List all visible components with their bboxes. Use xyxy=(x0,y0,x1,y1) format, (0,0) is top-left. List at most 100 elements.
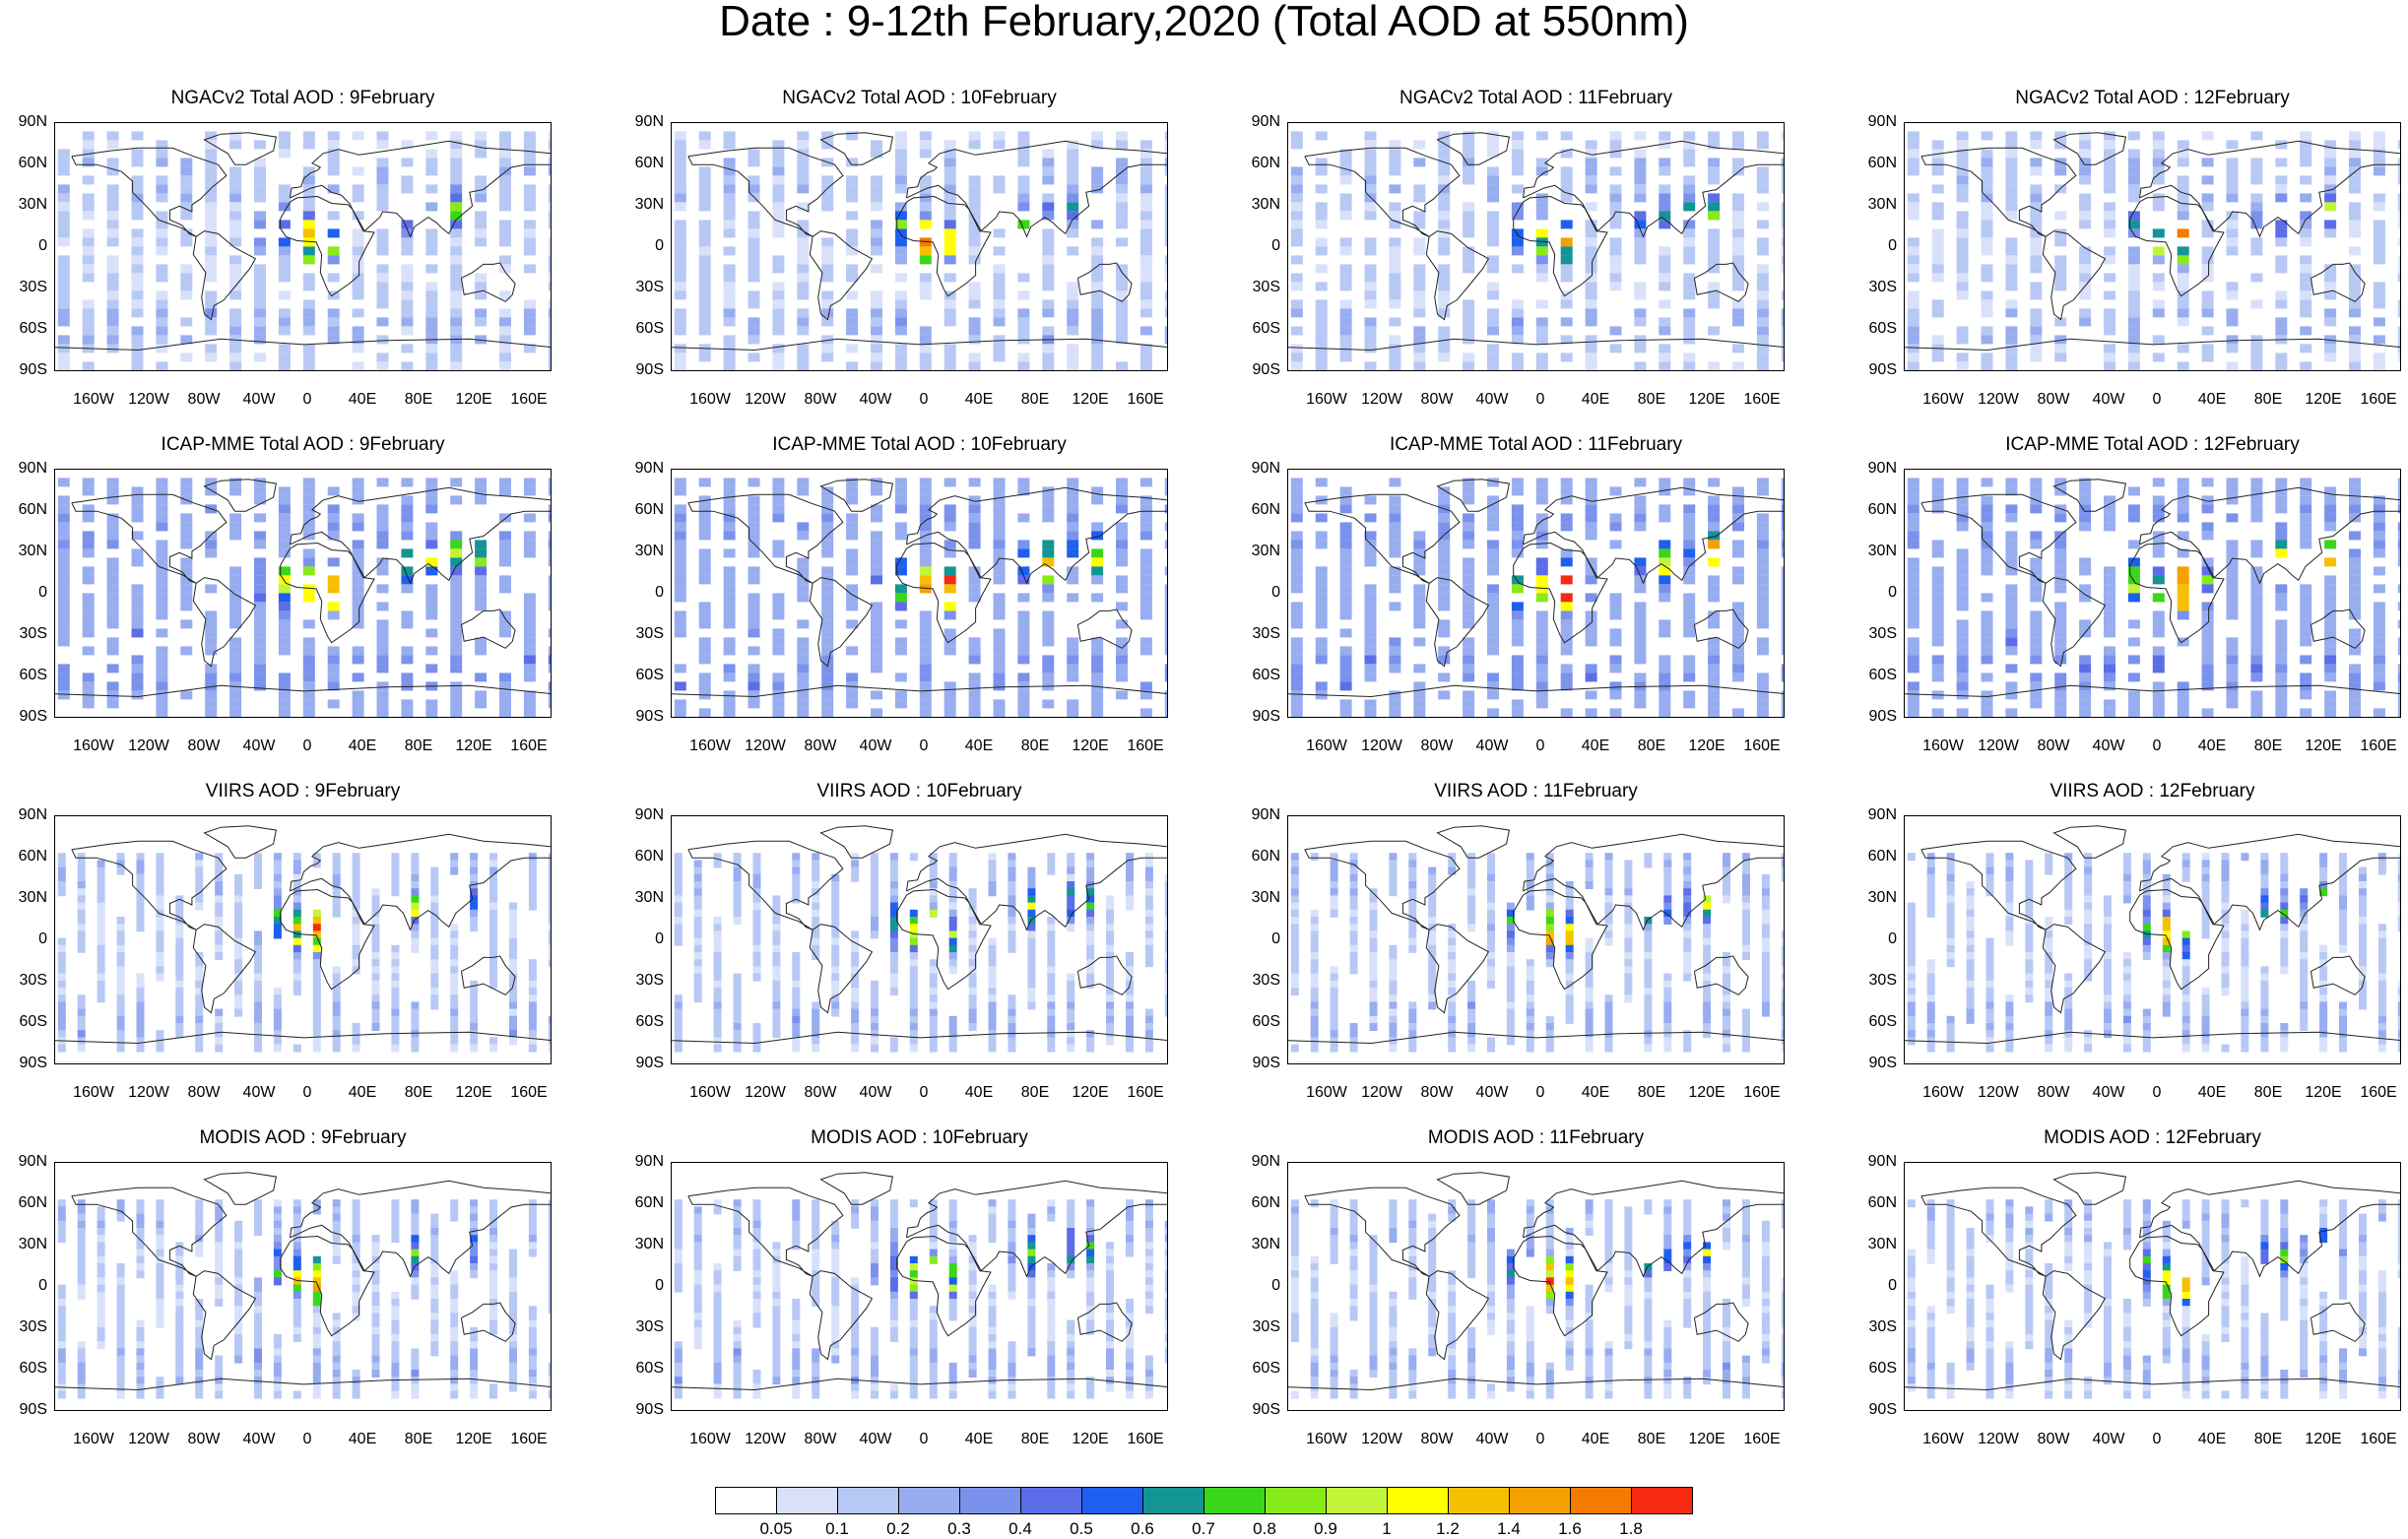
aod-cell xyxy=(2324,708,2337,717)
aod-cell xyxy=(1139,584,1152,594)
aod-cell xyxy=(1067,299,1079,309)
aod-cell xyxy=(2226,673,2239,682)
aod-cell xyxy=(278,681,291,691)
aod-cell xyxy=(548,937,551,946)
aod-cell xyxy=(499,308,511,318)
aod-cell xyxy=(57,628,70,638)
aod-cell xyxy=(1535,237,1548,247)
aod-cell xyxy=(229,326,242,336)
aod-cell xyxy=(2201,664,2214,673)
aod-cell xyxy=(2152,158,2165,167)
aod-cell xyxy=(1438,655,1451,665)
aod-cell xyxy=(2005,246,2018,256)
aod-cell xyxy=(1907,646,1920,656)
aod-cell xyxy=(772,930,781,939)
aod-cell xyxy=(2054,166,2067,176)
aod-cell xyxy=(1139,478,1152,487)
aod-cell xyxy=(1413,246,1426,256)
aod-cell xyxy=(1659,690,1671,700)
lat-tick-label: 0 xyxy=(1271,584,1280,601)
aod-cell xyxy=(425,344,438,353)
aod-cell xyxy=(1467,924,1476,932)
aod-cell xyxy=(1017,149,1030,159)
aod-cell xyxy=(2226,228,2239,238)
aod-cell xyxy=(919,246,932,256)
aod-cell xyxy=(1369,937,1378,946)
aod-cell xyxy=(1781,255,1784,265)
aod-cell xyxy=(2177,495,2189,505)
aod-cell xyxy=(278,540,291,549)
aod-cell xyxy=(1956,584,1969,594)
aod-cell xyxy=(1585,184,1597,194)
aod-cell xyxy=(1644,924,1653,932)
aod-cell xyxy=(1310,909,1319,918)
aod-cell xyxy=(1315,308,1328,318)
aod-cell xyxy=(993,246,1006,256)
aod-cell xyxy=(698,228,711,238)
aod-cell xyxy=(312,1044,321,1053)
aod-cell xyxy=(1339,575,1352,585)
aod-cell xyxy=(450,495,463,505)
aod-cell xyxy=(748,184,760,194)
aod-cell xyxy=(1389,149,1401,159)
aod-cell xyxy=(1017,326,1030,336)
aod-cell xyxy=(2177,486,2189,496)
aod-cell xyxy=(1091,220,1104,229)
aod-cell xyxy=(106,255,119,265)
aod-cell xyxy=(2324,193,2337,203)
aod-cell xyxy=(1683,628,1696,638)
aod-cell xyxy=(2201,655,2214,665)
aod-cell xyxy=(723,504,736,514)
aod-cell xyxy=(1042,175,1055,185)
aod-cell xyxy=(2079,140,2092,150)
aod-cell xyxy=(2152,681,2165,691)
aod-cell xyxy=(948,853,957,862)
aod-cell xyxy=(1756,486,1769,496)
aod-cell xyxy=(1126,952,1134,960)
aod-cell xyxy=(1535,646,1548,656)
aod-cell xyxy=(312,1030,321,1039)
aod-cell xyxy=(2250,646,2263,656)
aod-cell xyxy=(846,566,859,576)
aod-cell xyxy=(1981,220,1993,229)
aod-cell xyxy=(2226,690,2239,700)
aod-cell xyxy=(229,290,242,300)
aod-cell xyxy=(713,944,722,953)
aod-cell xyxy=(1609,593,1622,603)
aod-cell xyxy=(1956,504,1969,514)
aod-cell xyxy=(156,655,168,665)
aod-cell xyxy=(2127,557,2140,567)
aod-cell xyxy=(1487,166,1499,176)
aod-cell xyxy=(2177,246,2189,256)
aod-cell xyxy=(772,478,785,487)
aod-cell xyxy=(548,1044,551,1053)
aod-cell xyxy=(136,988,145,995)
aod-cell xyxy=(1511,184,1524,194)
aod-cell xyxy=(2324,584,2337,594)
aod-cell xyxy=(1708,531,1721,541)
aod-cell xyxy=(97,959,105,968)
aod-cell xyxy=(2104,158,2115,167)
aod-cell xyxy=(278,317,291,327)
aod-cell xyxy=(909,988,918,995)
aod-cell xyxy=(1042,361,1055,370)
aod-cell xyxy=(2030,619,2043,629)
aod-cell xyxy=(713,1015,722,1024)
aod-cell xyxy=(1339,602,1352,611)
aod-cell xyxy=(489,973,497,982)
aod-cell xyxy=(430,973,439,982)
aod-cell xyxy=(205,584,218,594)
aod-cell xyxy=(57,602,70,611)
aod-cell xyxy=(180,335,193,345)
aod-cell xyxy=(475,175,488,185)
aod-cell xyxy=(1139,237,1152,247)
aod-cell xyxy=(1609,166,1622,176)
aod-cell xyxy=(401,184,414,194)
aod-cell xyxy=(278,361,291,370)
aod-cell xyxy=(1723,853,1730,862)
aod-cell xyxy=(993,646,1006,656)
aod-cell xyxy=(1907,202,1920,212)
aod-cell xyxy=(1511,166,1524,176)
aod-cell xyxy=(1659,673,1671,682)
aod-cell xyxy=(1956,628,1969,638)
